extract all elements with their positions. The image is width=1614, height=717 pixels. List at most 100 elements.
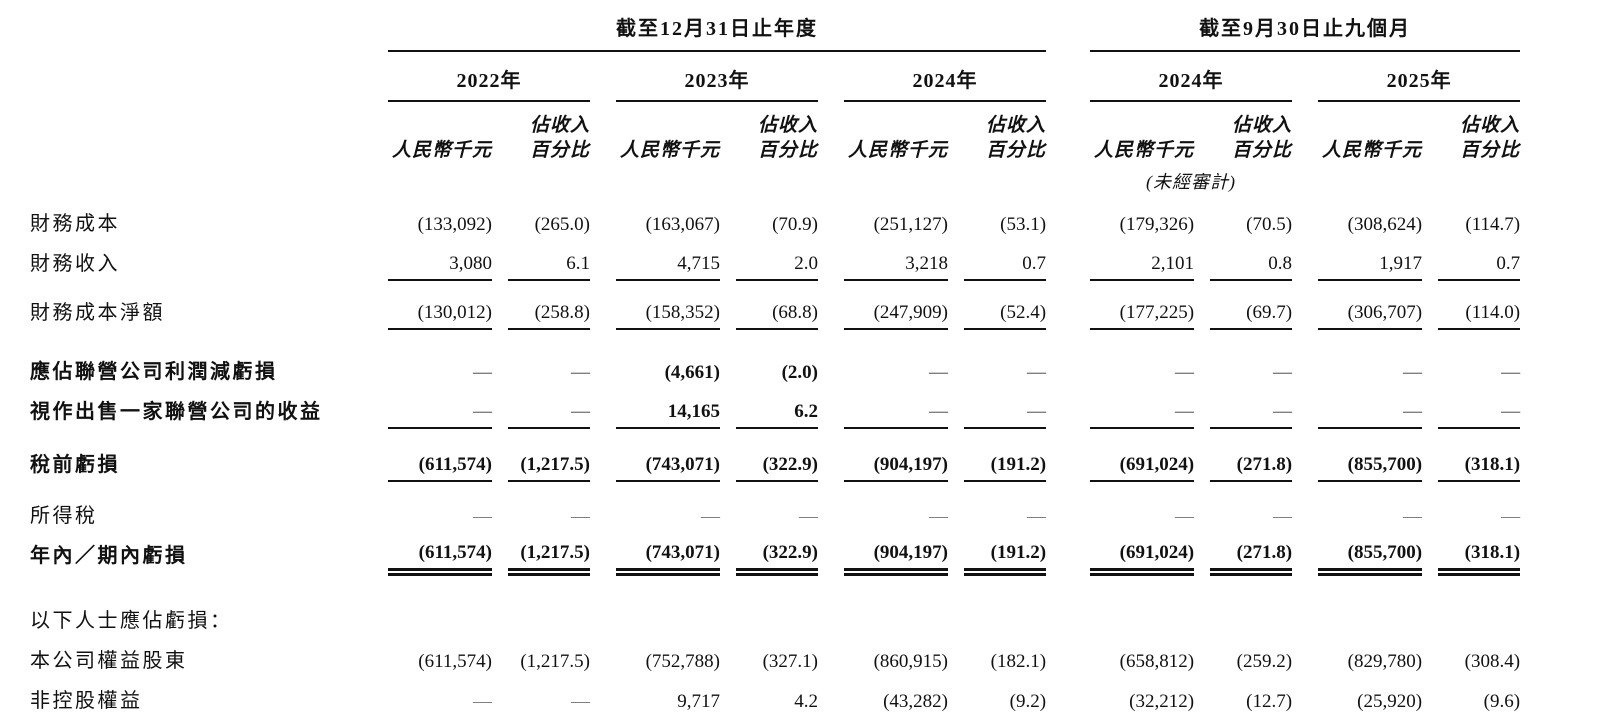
column-gap bbox=[1422, 532, 1438, 572]
cell-value: (258.8) bbox=[534, 302, 590, 324]
rule-gap bbox=[818, 572, 844, 581]
cell-value: (251,127) bbox=[873, 214, 948, 236]
year-header-2023: 2023年 bbox=[616, 51, 818, 102]
column-gap bbox=[720, 289, 736, 329]
column-gap bbox=[1046, 200, 1090, 240]
rule-segment bbox=[1438, 480, 1521, 491]
column-gap bbox=[948, 200, 964, 240]
cell-value: (904,197) bbox=[873, 542, 948, 564]
cell-value: (322.9) bbox=[762, 454, 818, 476]
cell-value: — bbox=[799, 506, 818, 528]
rule-segment bbox=[388, 568, 492, 582]
column-gap bbox=[1046, 388, 1090, 428]
column-gap bbox=[720, 532, 736, 572]
cell-value: 6.2 bbox=[794, 401, 818, 423]
rule-segment bbox=[508, 480, 590, 491]
column-gap bbox=[818, 637, 844, 677]
cell-value: (1,217.5) bbox=[520, 542, 590, 564]
year-header-2022: 2022年 bbox=[388, 51, 590, 102]
rule-gap bbox=[720, 572, 736, 581]
rule-gap bbox=[818, 481, 844, 490]
rule-gap bbox=[1422, 329, 1438, 338]
table-row: 所得稅 — — — — — — — — — — bbox=[30, 492, 1520, 532]
rule-gap bbox=[1292, 572, 1318, 581]
page: { "groups": [ {"title": "截至12月31日止年度", "… bbox=[30, 12, 1521, 713]
rule-segment bbox=[736, 427, 818, 438]
period-group-year-ended-dec31: 截至12月31日止年度 bbox=[388, 12, 1047, 52]
cell-value: — bbox=[929, 506, 948, 528]
rule-segment bbox=[388, 480, 492, 491]
cell-value: (265.0) bbox=[534, 214, 590, 236]
rule-gap bbox=[948, 329, 964, 338]
rule-segment bbox=[1090, 568, 1195, 582]
column-gap bbox=[818, 388, 844, 428]
cell-value: (32,212) bbox=[1129, 691, 1195, 713]
column-gap bbox=[1422, 240, 1438, 280]
column-gap bbox=[492, 492, 508, 532]
cell-value: (1,217.5) bbox=[520, 651, 590, 673]
rule-gap bbox=[1194, 329, 1210, 338]
rule-gap bbox=[1046, 329, 1090, 338]
column-gap bbox=[818, 348, 844, 388]
pct-column-header: 佔收入 百分比 bbox=[757, 115, 818, 161]
rule-segment bbox=[844, 480, 948, 491]
column-gap bbox=[948, 348, 964, 388]
cell-value: (752,788) bbox=[645, 651, 720, 673]
rule-segment bbox=[1090, 427, 1195, 438]
column-gap bbox=[1194, 289, 1210, 329]
amount-column-header: 人民幣千元 bbox=[619, 139, 720, 161]
column-gap bbox=[1046, 240, 1090, 280]
single-rule-row bbox=[30, 480, 1521, 491]
column-gap bbox=[1292, 388, 1318, 428]
rule-gap bbox=[590, 280, 616, 289]
cell-value: (43,282) bbox=[883, 691, 948, 713]
column-gap bbox=[590, 388, 616, 428]
cell-value: (9.2) bbox=[1009, 691, 1047, 713]
rule-label-spacer bbox=[30, 428, 388, 437]
column-gap bbox=[1194, 388, 1210, 428]
rule-gap bbox=[818, 428, 844, 437]
rule-segment bbox=[1318, 279, 1423, 290]
rule-label-spacer bbox=[30, 572, 388, 581]
column-gap bbox=[1292, 441, 1318, 481]
column-gap bbox=[590, 289, 616, 329]
column-gap bbox=[1422, 200, 1438, 240]
rule-segment bbox=[1438, 328, 1521, 339]
cell-value: (271.8) bbox=[1236, 454, 1293, 476]
column-gap bbox=[720, 240, 736, 280]
cell-value: — bbox=[473, 362, 492, 384]
column-gap bbox=[1046, 532, 1090, 572]
column-gap bbox=[1194, 492, 1210, 532]
period-group-nine-months-sep30: 截至9月30日止九個月 bbox=[1090, 12, 1521, 52]
rule-label-spacer bbox=[30, 280, 388, 289]
cell-value: — bbox=[1403, 362, 1423, 384]
spacer-row bbox=[30, 338, 1520, 348]
rule-segment bbox=[1438, 279, 1521, 290]
cell-value: (191.2) bbox=[990, 454, 1047, 476]
cell-value: (70.5) bbox=[1246, 214, 1293, 236]
rule-gap bbox=[1422, 280, 1438, 289]
column-gap bbox=[590, 492, 616, 532]
cell-value: (158,352) bbox=[645, 302, 720, 324]
year-header-2024: 2024年 bbox=[844, 51, 1047, 102]
column-gap bbox=[948, 637, 964, 677]
column-gap bbox=[1194, 240, 1210, 280]
rule-gap bbox=[720, 329, 736, 338]
cell-value: (4,661) bbox=[664, 362, 720, 384]
spacer-cell bbox=[30, 338, 1520, 348]
rule-gap bbox=[720, 280, 736, 289]
column-gap bbox=[1292, 532, 1318, 572]
column-gap bbox=[590, 240, 616, 280]
cell-value: (691,024) bbox=[1119, 454, 1195, 476]
amount-column-header: 人民幣千元 bbox=[1094, 139, 1195, 161]
rule-gap bbox=[1046, 280, 1090, 289]
row-label: 財務收入 bbox=[30, 253, 120, 276]
amount-column-header: 人民幣千元 bbox=[1322, 139, 1423, 161]
column-gap bbox=[720, 677, 736, 717]
rule-segment bbox=[1210, 328, 1293, 339]
cell-value: (855,700) bbox=[1347, 542, 1423, 564]
single-rule-row bbox=[30, 328, 1521, 339]
cell-value: (904,197) bbox=[873, 454, 948, 476]
rule-segment bbox=[1210, 480, 1293, 491]
